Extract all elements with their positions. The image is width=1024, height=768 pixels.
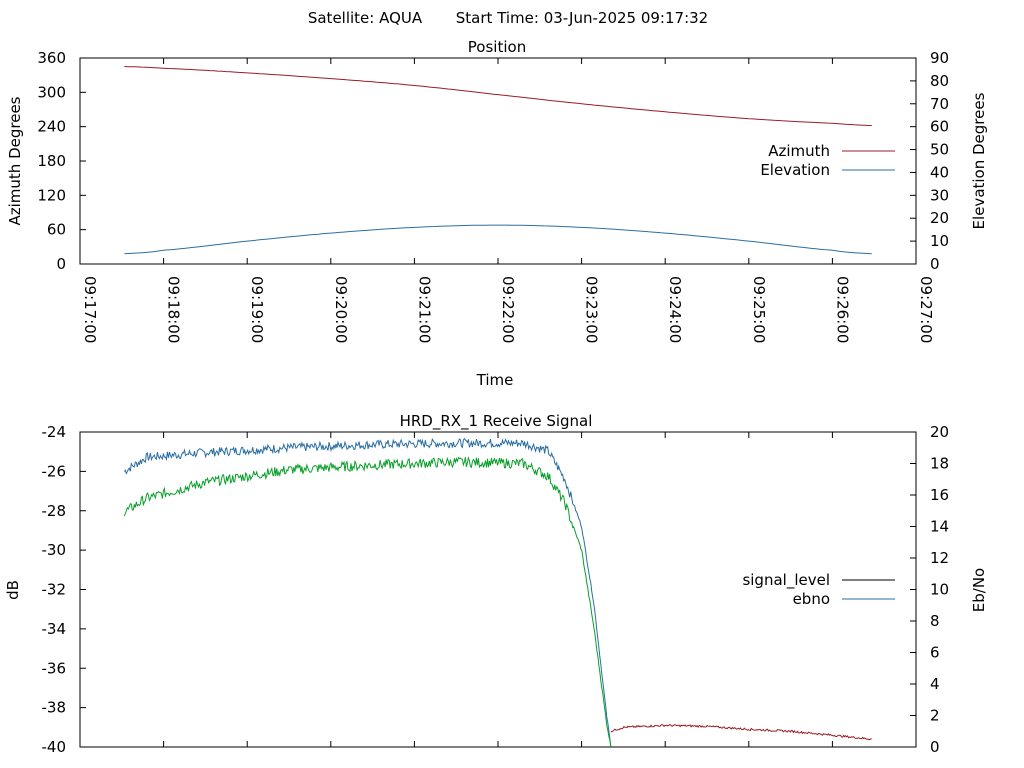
position-y2-tick-label: 10 — [930, 232, 949, 250]
signal-y-tick-label: -24 — [42, 423, 67, 441]
time-axis-label: Time — [476, 371, 514, 389]
signal-y2-tick-label: 14 — [930, 518, 949, 536]
legend-ebno-label: ebno — [793, 590, 830, 608]
position-y2-tick-label: 20 — [930, 209, 949, 227]
position-y2-tick-label: 70 — [930, 95, 949, 113]
signal-y-tick-label: -28 — [42, 502, 67, 520]
signal-y-axis: -40 -38 -36 -34 -32 -30 -28 -26 -24 — [42, 423, 86, 756]
signal-y2-tick-label: 4 — [930, 675, 940, 693]
signal-series-lines — [123, 437, 872, 748]
green-series-line — [123, 456, 612, 748]
signal-y2-tick-label: 16 — [930, 486, 949, 504]
signal-y-tick-label: -36 — [42, 659, 67, 677]
legend-azimuth-label: Azimuth — [768, 142, 830, 160]
position-y2-tick-label: 30 — [930, 186, 949, 204]
position-y-tick-label: 360 — [37, 49, 66, 67]
position-chart: Position 0 60 120 180 240 300 360 0 10 20 30 40 50 6… — [6, 38, 988, 389]
signal-y2-tick-label: 10 — [930, 581, 949, 599]
position-x-tick-label: 09:21:00 — [415, 276, 433, 343]
ebno-axis-label: Eb/No — [970, 568, 988, 612]
signal-y-tick-label: -38 — [42, 699, 67, 717]
db-axis-label: dB — [4, 580, 22, 600]
position-y2-tick-label: 60 — [930, 118, 949, 136]
signal-y2-tick-label: 0 — [930, 738, 940, 756]
signal-y2-axis: 0 2 4 6 8 10 12 14 16 18 20 — [910, 423, 949, 756]
position-x-tick-label: 09:22:00 — [499, 276, 517, 343]
position-x-tick-label: 09:23:00 — [583, 276, 601, 343]
position-x-tick-label: 09:25:00 — [750, 276, 768, 343]
position-y-tick-label: 0 — [56, 255, 66, 273]
position-y2-axis: 0 10 20 30 40 50 60 70 80 90 — [910, 49, 949, 273]
receive-signal-chart: HRD_RX_1 Receive Signal -40-38-36-34-32-… — [4, 412, 988, 756]
position-x-tick-label: 09:26:00 — [833, 276, 851, 343]
azimuth-line — [124, 66, 872, 126]
signal-y-tick-label: -30 — [42, 541, 67, 559]
position-x-tick-label: 09:17:00 — [81, 276, 99, 343]
position-x-tick-label: 09:27:00 — [917, 276, 935, 343]
position-y-axis: 0 60 120 180 240 300 360 — [37, 49, 86, 273]
satellite-label: Satellite: AQUA — [308, 9, 423, 27]
signal-y2-tick-label: 2 — [930, 707, 940, 725]
signal-x-axis — [79, 432, 917, 747]
signal-y-tick-label: -32 — [42, 581, 67, 599]
position-chart-title: Position — [468, 38, 526, 56]
position-y-tick-label: 120 — [37, 186, 66, 204]
position-y-tick-label: 60 — [47, 221, 66, 239]
position-x-tick-label: 09:19:00 — [248, 276, 266, 343]
position-y-tick-label: 180 — [37, 152, 66, 170]
signal-y-tick-label: -26 — [42, 462, 67, 480]
legend-elevation-label: Elevation — [760, 161, 830, 179]
start-time-label: Start Time: 03-Jun-2025 09:17:32 — [456, 9, 708, 27]
position-y2-tick-label: 40 — [930, 163, 949, 181]
elevation-line — [124, 224, 872, 255]
position-x-tick-label: 09:18:00 — [165, 276, 183, 343]
position-legend: Azimuth Elevation — [760, 142, 895, 179]
signal-legend: signal_level ebno — [742, 571, 895, 608]
elevation-axis-label: Elevation Degrees — [970, 92, 988, 229]
signal-y2-tick-label: 8 — [930, 612, 940, 630]
red-series-line — [610, 724, 872, 741]
position-series-lines — [124, 66, 872, 255]
receive-signal-chart-title: HRD_RX_1 Receive Signal — [400, 412, 593, 431]
position-y-tick-label: 300 — [37, 83, 66, 101]
position-y2-tick-label: 90 — [930, 49, 949, 67]
signal-y2-tick-label: 18 — [930, 455, 949, 473]
position-y-tick-label: 240 — [37, 118, 66, 136]
position-x-tick-label: 09:24:00 — [666, 276, 684, 343]
position-y2-tick-label: 0 — [930, 255, 940, 273]
position-y2-tick-label: 50 — [930, 141, 949, 159]
legend-signal-level-label: signal_level — [742, 571, 830, 590]
position-y2-tick-label: 80 — [930, 72, 949, 90]
signal-y2-tick-label: 12 — [930, 549, 949, 567]
ebno-series-line — [123, 437, 612, 748]
position-x-tick-label: 09:20:00 — [332, 276, 350, 343]
signal-y2-tick-label: 6 — [930, 644, 940, 662]
position-x-axis: 09:17:00 09:18:00 09:19:00 09:20:00 09:21:00… — [79, 58, 935, 343]
signal-y-tick-label: -40 — [42, 738, 67, 756]
azimuth-axis-label: Azimuth Degrees — [6, 96, 24, 225]
signal-y-tick-label: -34 — [42, 620, 67, 638]
signal-y2-tick-label: 20 — [930, 423, 949, 441]
